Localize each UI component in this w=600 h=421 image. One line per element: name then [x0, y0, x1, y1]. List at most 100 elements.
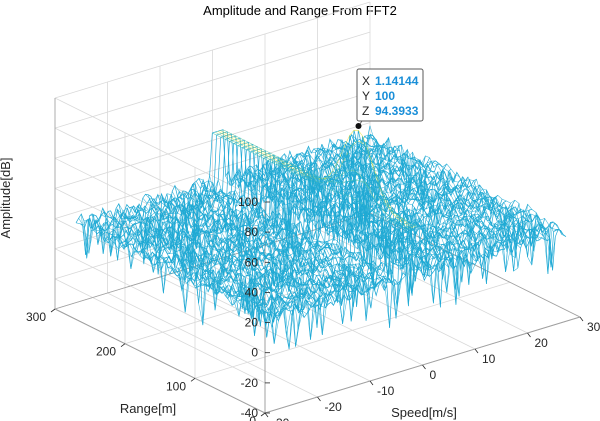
z-tick-label: 20: [245, 316, 259, 330]
surface-column: [126, 204, 323, 305]
surface-column: [131, 205, 329, 305]
grid-line: [54, 248, 266, 354]
surface-column: [97, 214, 294, 350]
x-tick-label: 20: [535, 336, 549, 350]
surface-column: [286, 155, 484, 283]
surface-column: [273, 155, 471, 266]
z-tick-label: 40: [245, 285, 259, 299]
surface-column: [110, 210, 307, 331]
x-tick-label: 30: [587, 320, 600, 334]
datatip-marker: [355, 123, 362, 129]
datatip-z-key: Z: [362, 104, 369, 118]
datatip-y-value: 100: [375, 89, 395, 103]
z-axis-label: Amplitude[dB]: [0, 158, 13, 239]
surface-column: [369, 125, 567, 237]
datatip-x-key: X: [362, 74, 370, 88]
y-tick-mark: [50, 308, 56, 313]
x-tick-label: 0: [430, 368, 437, 382]
surface-column: [105, 216, 302, 322]
surface-column: [193, 183, 390, 328]
surface-column: [177, 192, 374, 291]
chart-title: Amplitude and Range From FFT2: [203, 3, 397, 18]
y-tick-label: 0: [249, 414, 256, 421]
x-tick-mark: [317, 396, 321, 402]
grid-line: [212, 260, 423, 366]
x-tick-label: -10: [377, 384, 395, 398]
z-tick-label: -20: [241, 376, 259, 390]
surface-column: [345, 141, 542, 238]
surface-layer: [75, 125, 567, 350]
grid-line: [54, 122, 371, 219]
surface-column: [129, 205, 326, 309]
surface-column: [164, 198, 361, 294]
x-tick-mark: [579, 316, 584, 322]
surface-column: [142, 197, 340, 303]
y-tick-mark: [190, 377, 196, 382]
surface-column: [257, 166, 454, 270]
surface-column: [86, 219, 283, 344]
grid-line: [194, 281, 511, 379]
datatip-y-key: Y: [362, 89, 370, 103]
surface-column: [300, 153, 497, 257]
x-axis-label: Speed[m/s]: [391, 405, 457, 420]
surface-column: [89, 214, 286, 320]
tick-layer: -40 -20 0 20 40 60 80 100 0 100 200 300 -30 -20 -10 0 10…: [26, 195, 600, 421]
datatip[interactable]: X 1.14144 Y 100 Z 94.3933: [355, 68, 424, 129]
y-tick-label: 200: [96, 345, 116, 359]
surface-column: [367, 136, 564, 252]
surface-column: [353, 140, 551, 253]
y-axis-label: Range[m]: [120, 401, 176, 416]
surface-column: [265, 164, 462, 265]
surface-column: [294, 153, 492, 279]
surface-column: [206, 189, 404, 286]
z-tick-label: -40: [241, 406, 259, 420]
surface-column: [153, 194, 350, 312]
grid-line: [54, 92, 371, 189]
grid-line: [107, 292, 318, 398]
y-tick-mark: [260, 412, 266, 417]
surface-column: [361, 133, 559, 252]
x-tick-label: 10: [482, 352, 496, 366]
surface-column: [351, 134, 548, 241]
surface-column: [241, 169, 438, 304]
surface-column: [311, 148, 508, 261]
y-tick-mark: [120, 343, 126, 348]
surface-column: [171, 191, 369, 322]
surface-column: [185, 189, 382, 290]
surface-column: [246, 169, 444, 298]
surface-column: [276, 157, 473, 290]
datatip-x-value: 1.14144: [375, 74, 419, 88]
surface-column: [364, 134, 561, 275]
x-tick-label: -20: [325, 400, 343, 414]
surface-column: [356, 141, 553, 271]
surface-column: [302, 149, 500, 285]
surface-column: [182, 189, 380, 321]
grid-line: [54, 31, 371, 129]
grid-line: [54, 1, 371, 99]
surface-column: [348, 143, 545, 266]
grid-line: [54, 278, 266, 384]
surface-column: [113, 209, 310, 310]
x-tick-mark: [422, 364, 426, 370]
x-tick-mark: [527, 332, 531, 338]
z-tick-label: 100: [238, 195, 258, 209]
datatip-box: [356, 68, 424, 122]
z-tick-label: 80: [245, 225, 259, 239]
x-tick-mark: [369, 380, 374, 386]
x-tick-mark: [264, 412, 269, 418]
y-tick-label: 100: [166, 379, 186, 393]
grid-line: [317, 228, 528, 334]
surface-column: [343, 142, 540, 241]
surface-column: [201, 183, 398, 290]
surface-column: [137, 205, 334, 306]
axis-line-y: [54, 308, 266, 414]
x-tick-mark: [474, 348, 479, 354]
z-tick-label: 60: [245, 255, 259, 269]
y-tick-label: 300: [26, 310, 46, 324]
datatip-z-value: 94.3933: [375, 104, 419, 118]
z-tick-label: 0: [251, 346, 258, 360]
x-tick-label: -30: [272, 416, 290, 421]
grid-line: [54, 61, 371, 159]
surface-column: [238, 168, 436, 270]
